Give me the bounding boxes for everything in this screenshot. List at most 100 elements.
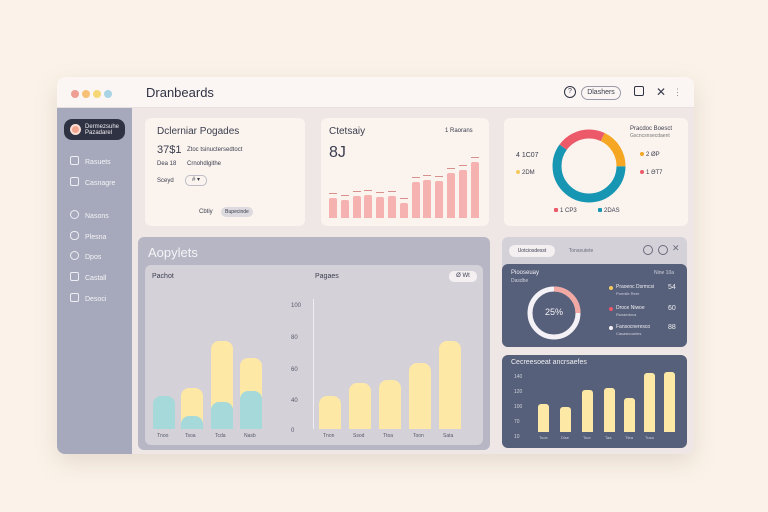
progress-ring [527, 286, 581, 340]
sidebar-item-nasons[interactable]: Nasons [70, 210, 109, 222]
mini-chart-card: Cecreesoeat ancrsaefes 140 120 100 70 10 Tooe… [502, 355, 687, 448]
period-select[interactable]: Ø Wt [449, 271, 477, 282]
category-bar-cap [423, 175, 432, 177]
monitor-icon [70, 177, 79, 186]
y-tick-label: 140 [514, 374, 523, 380]
donut-label-2: 2DM [516, 170, 535, 176]
x-tick-label: Dise [561, 435, 570, 440]
cloud-icon [70, 231, 79, 240]
dashboard-window: Dranbeards ? Dlashers ✕ ⋮ Dermezsuhe Paz… [57, 77, 694, 454]
category-card: Ctetsaiy 1 Raorans 8J [321, 118, 489, 226]
donut-label-1: 4 1C07 [516, 152, 539, 159]
category-bar-cap [458, 165, 467, 167]
donut-label-4: 1 ƏT7 [640, 170, 663, 176]
category-bar [376, 197, 385, 218]
category-bar-cap [376, 192, 385, 194]
legend-square-icon [554, 208, 558, 212]
donut-slice [552, 129, 626, 203]
legend-dot-icon [640, 170, 644, 174]
sidebar-item-dpos[interactable]: Dpos [70, 251, 101, 263]
vertical-dots-icon[interactable]: ⋮ [673, 87, 682, 97]
speed-label: Sceyd [157, 178, 174, 184]
dashboards-button[interactable]: Dlashers [581, 86, 621, 100]
ring-value: 25% [544, 307, 563, 317]
close-icon[interactable]: ✕ [656, 85, 667, 99]
legend-dot-icon [609, 286, 613, 290]
refresh-icon[interactable] [658, 245, 668, 255]
right-bar [439, 341, 461, 429]
progress-date: Dea 18 [157, 161, 177, 167]
category-bar-cap [388, 191, 396, 193]
right-bar [319, 396, 341, 429]
progress-date-label: Crnohdlgithe [187, 161, 222, 167]
user-profile-button[interactable]: Dermezsuhe Pazadarel [64, 119, 125, 140]
minimize-window-dot[interactable] [82, 90, 90, 98]
sidebar-item-castall[interactable]: Castall [70, 272, 106, 284]
x-tick-label: Taa [605, 435, 612, 440]
chat-icon [70, 251, 79, 260]
x-tick-label: Tcda [215, 433, 226, 439]
analytics-chart-area: Pachot Pagaes Ø Wt 100 80 60 40 0 Tnoo Tsoa Tc… [145, 265, 483, 445]
left-bar-teal [240, 390, 262, 429]
analytics-panel: Aopylets Pachot Pagaes Ø Wt 100 80 60 40 0 T… [138, 237, 490, 450]
close-panel-icon[interactable]: ✕ [672, 243, 680, 253]
category-bar [352, 196, 361, 218]
sidebar: Dermezsuhe Pazadarel Rasuets Casnagre Na… [57, 108, 132, 454]
category-bar-cap [340, 194, 349, 196]
category-bar [435, 180, 444, 218]
x-tick-label: Tooe [539, 435, 548, 440]
grid-icon [70, 156, 79, 165]
app-title: Dranbeards [146, 85, 214, 100]
legend-square-icon [598, 208, 602, 212]
progress-value: 37$1 [157, 144, 182, 156]
category-bar [423, 180, 432, 218]
chart-divider [313, 299, 314, 429]
tab-overview[interactable]: Uotciosdesst [509, 245, 555, 257]
stats-panel: Uotciosdesst Tonseutete ✕ Piooseuay Dasd… [502, 237, 687, 347]
category-bar [411, 181, 420, 218]
legend-dot-icon [640, 152, 644, 156]
category-bar-cap [435, 175, 444, 177]
extra-window-dot[interactable] [104, 90, 112, 98]
title-bar: Dranbeards ? Dlashers ✕ ⋮ [57, 77, 694, 108]
mini-chart-title: Cecreesoeat ancrsaefes [511, 359, 587, 366]
footer-button[interactable]: Bupecinde [221, 207, 253, 217]
x-tick-label: Tnoo [157, 433, 169, 439]
help-icon[interactable]: ? [564, 86, 576, 98]
category-bar-cap [447, 167, 455, 169]
category-card-title: Ctetsaiy [329, 126, 366, 137]
sidebar-item-plesna[interactable]: Plesna [70, 231, 106, 243]
right-bar [349, 382, 371, 429]
mini-bar [604, 387, 615, 432]
donut-label-5: 1 CP3 [554, 208, 577, 214]
x-tick-label: Toor [583, 435, 591, 440]
left-chart-label: Pachot [152, 273, 174, 280]
stat-meta: Nine 10a [654, 270, 675, 276]
right-bar [409, 363, 431, 429]
donut-label-3: 2 ØP [640, 152, 660, 158]
category-bar-cap [352, 191, 361, 193]
category-bar [470, 162, 479, 218]
donut-label-6: 2DAS [598, 208, 620, 214]
close-window-dot[interactable] [71, 90, 79, 98]
left-bar-teal [211, 401, 233, 429]
settings-icon[interactable] [643, 245, 653, 255]
donut-chart [552, 129, 626, 203]
footer-label: Cbtiy [199, 209, 213, 215]
left-bar-teal [181, 415, 203, 429]
tab-timeline[interactable]: Tonseutete [568, 248, 594, 254]
y-tick-label: 10 [514, 434, 520, 440]
maximize-window-dot[interactable] [93, 90, 101, 98]
sidebar-item-desoci[interactable]: Desoci [70, 293, 106, 305]
donut-subtitle: Gscncsnsecdaent [630, 133, 670, 139]
legend-text: Fansocneresco [616, 324, 651, 330]
sidebar-item-casnagre[interactable]: Casnagre [70, 177, 115, 189]
legend-value: 60 [668, 305, 676, 312]
donut-slice [552, 129, 626, 203]
donut-slice [552, 129, 626, 203]
sidebar-item-rasuets[interactable]: Rasuets [70, 156, 111, 168]
progress-label: Ztoc tsinuctersedtoct [187, 147, 243, 153]
share-icon[interactable] [634, 86, 644, 96]
speed-select[interactable]: # ▾ [185, 175, 207, 186]
progress-card-title: Dclerniar Pogades [157, 126, 240, 137]
